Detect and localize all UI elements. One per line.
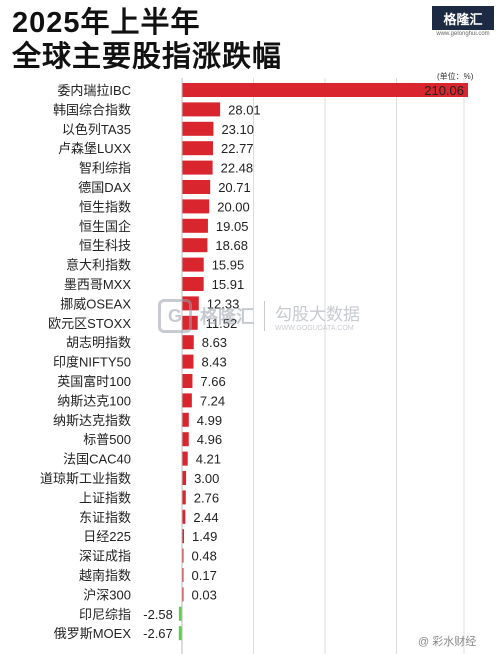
chart-title-line1: 2025年上半年 <box>12 7 201 39</box>
watermark-url: WWW.GOGUDATA.COM <box>275 325 354 332</box>
category-label: 胡志明指数 <box>66 335 131 350</box>
bar <box>182 160 213 175</box>
category-label: 德国DAX <box>78 180 131 195</box>
watermark-brand: 格隆汇 <box>200 307 254 327</box>
data-label: 8.63 <box>202 335 227 350</box>
data-label: 4.99 <box>197 413 222 428</box>
bar-negative <box>178 626 182 641</box>
bar <box>182 199 210 214</box>
data-label: 0.48 <box>192 549 217 564</box>
category-label: 印尼综指 <box>79 607 131 622</box>
category-label: 俄罗斯MOEX <box>54 626 132 641</box>
data-label: 1.49 <box>192 529 217 544</box>
bar <box>182 471 187 485</box>
category-label: 上证指数 <box>79 490 131 505</box>
data-label: 23.10 <box>221 122 254 137</box>
category-label: 纳斯达克100 <box>57 393 131 408</box>
bar <box>182 490 186 505</box>
category-label: 以色列TA35 <box>62 122 131 137</box>
category-label: 纳斯达克指数 <box>53 413 131 428</box>
data-label: -2.58 <box>143 607 173 622</box>
category-label: 日经225 <box>83 529 131 544</box>
data-label: 19.05 <box>216 219 249 234</box>
chart-title-line2: 全球主要股指涨跌幅 <box>12 41 283 73</box>
data-label: 8.43 <box>201 355 226 370</box>
category-label: 法国CAC40 <box>63 452 131 467</box>
category-label: 委内瑞拉IBC <box>57 83 131 98</box>
bar <box>182 121 214 136</box>
category-label: 恒生科技 <box>79 238 131 253</box>
data-label: 15.91 <box>212 277 245 292</box>
bar <box>182 393 192 408</box>
source-credit: @ 彩水财经 <box>418 636 477 648</box>
category-label: 墨西哥MXX <box>64 277 132 292</box>
bar <box>182 180 211 194</box>
category-label: 东证指数 <box>79 510 131 525</box>
unit-label: (单位：%) <box>437 72 474 81</box>
watermark: G 格隆汇 勾股大数据 WWW.GOGUDATA.COM <box>158 296 388 336</box>
bar <box>182 218 208 233</box>
data-label: 28.01 <box>228 102 261 117</box>
bar <box>182 141 214 156</box>
bar <box>182 257 204 272</box>
bar <box>182 529 185 544</box>
data-label: 4.21 <box>196 452 221 467</box>
bar <box>182 354 194 369</box>
data-label: 0.03 <box>192 587 217 602</box>
category-label: 印度NIFTY50 <box>53 355 131 370</box>
bar <box>182 432 189 447</box>
category-label: 越南指数 <box>79 568 131 583</box>
data-label: -2.67 <box>143 626 173 641</box>
category-label: 韩国综合指数 <box>53 102 131 117</box>
data-label: 0.17 <box>192 568 217 583</box>
bar <box>182 548 184 563</box>
category-label: 挪威OSEAX <box>60 296 131 311</box>
data-label: 15.95 <box>212 258 245 273</box>
brand-logo: 格隆汇 <box>432 6 494 30</box>
data-label: 22.77 <box>221 141 254 156</box>
bar <box>182 451 188 466</box>
bar <box>182 587 184 602</box>
bar <box>182 83 468 97</box>
data-label: 11.52 <box>206 316 238 331</box>
category-label: 卢森堡LUXX <box>58 141 131 156</box>
data-label: 18.68 <box>215 238 248 253</box>
category-label: 英国富时100 <box>57 374 131 389</box>
data-label: 20.00 <box>217 199 250 214</box>
bar <box>182 238 208 253</box>
data-label: 22.48 <box>221 161 254 176</box>
data-label: 20.71 <box>218 180 251 195</box>
category-label: 深证成指 <box>79 549 131 564</box>
category-label: 意大利指数 <box>66 258 131 273</box>
brand-url: www.gelonghui.com <box>436 31 490 37</box>
bar <box>182 509 186 524</box>
bar <box>182 102 221 117</box>
category-label: 道琼斯工业指数 <box>40 471 131 486</box>
bar <box>182 568 184 582</box>
data-label: 4.96 <box>197 432 222 447</box>
category-label: 智利综指 <box>79 161 131 176</box>
bar <box>182 412 189 427</box>
data-label: 3.00 <box>194 471 219 486</box>
bar <box>182 374 193 388</box>
category-label: 欧元区STOXX <box>48 316 131 331</box>
data-label: 2.76 <box>194 490 219 505</box>
watermark-divider <box>264 301 265 331</box>
bar <box>182 277 204 291</box>
data-label: 7.24 <box>200 393 225 408</box>
bar <box>182 335 194 350</box>
category-label: 恒生指数 <box>79 199 131 214</box>
bar-negative <box>178 606 182 621</box>
category-label: 沪深300 <box>83 587 131 602</box>
watermark-name: 勾股大数据 <box>275 305 360 324</box>
data-label: 2.44 <box>193 510 218 525</box>
category-label: 标普500 <box>83 432 131 447</box>
watermark-logo-icon: G <box>158 299 192 333</box>
data-label: 12.33 <box>207 296 240 311</box>
category-label: 恒生国企 <box>79 219 131 234</box>
data-label: 7.66 <box>200 374 225 389</box>
data-label: 210.06 <box>424 83 464 98</box>
